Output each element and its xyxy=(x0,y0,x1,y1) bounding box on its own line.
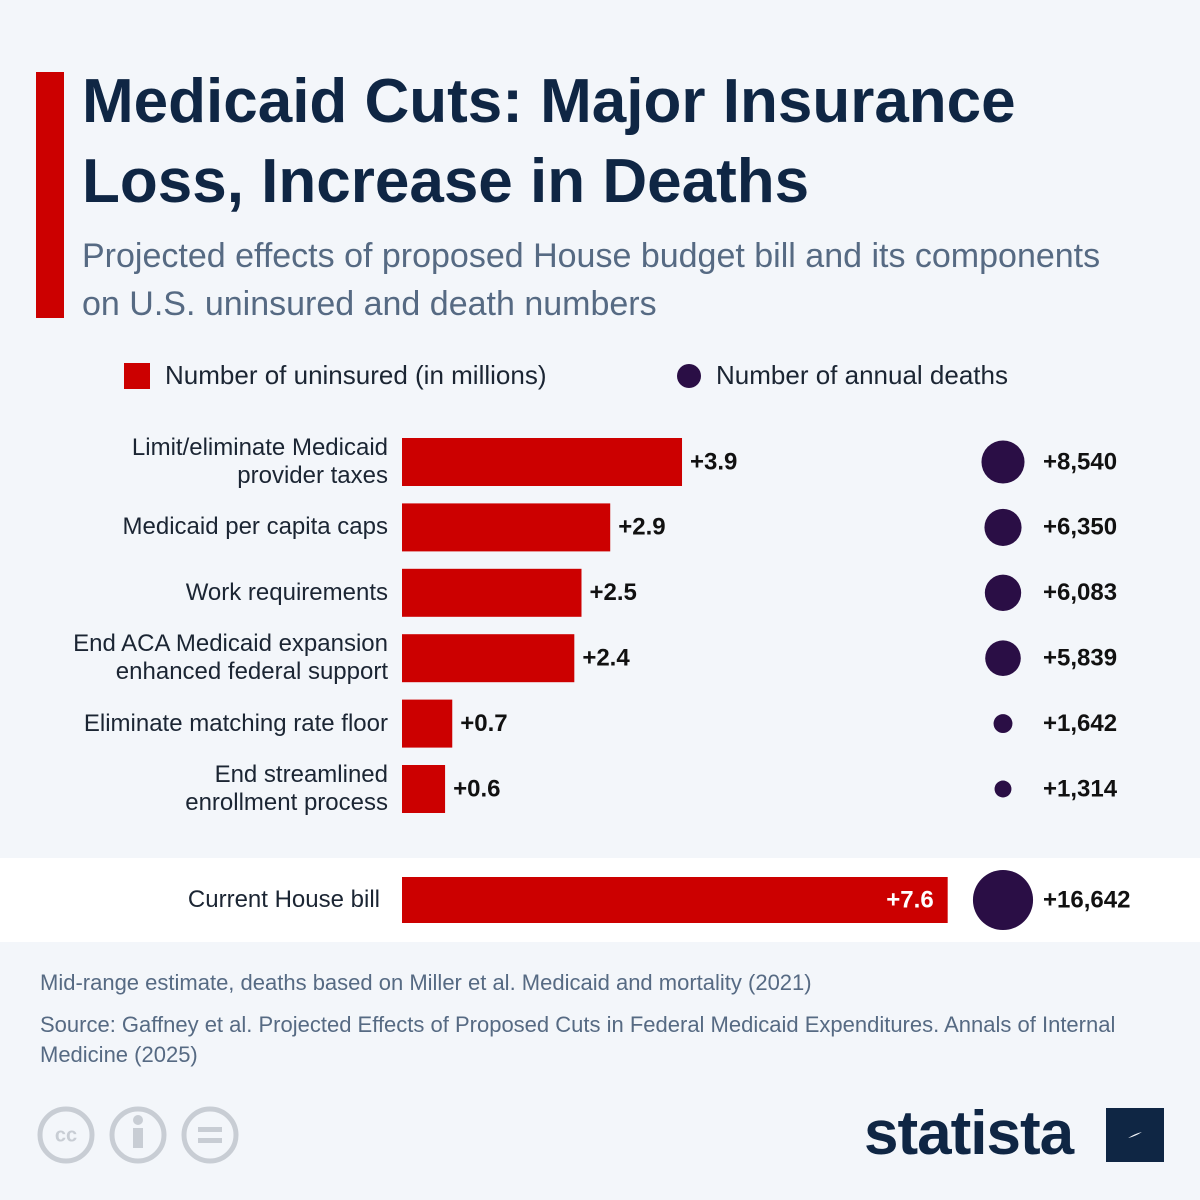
bar xyxy=(402,568,582,617)
brand: statista xyxy=(864,1099,1074,1168)
bar-value-label: +2.5 xyxy=(590,579,637,606)
bar-value-label: +2.4 xyxy=(582,645,630,672)
category-label: End streamlined enrollment process xyxy=(185,761,388,816)
bar xyxy=(402,877,948,923)
subtitle: Projected effects of proposed House budg… xyxy=(82,237,1101,323)
bubble xyxy=(994,780,1012,798)
bubble xyxy=(993,714,1013,734)
bubble-value-label: +1,642 xyxy=(1043,710,1117,737)
note: Mid-range estimate, deaths based on Mill… xyxy=(40,970,812,995)
category-label: Limit/eliminate Medicaid provider taxes xyxy=(131,434,388,489)
bubble xyxy=(985,640,1021,677)
bubble-value-label: +8,540 xyxy=(1043,448,1117,475)
legend-swatch xyxy=(677,364,701,388)
bubble xyxy=(981,440,1025,484)
bar xyxy=(402,438,683,486)
bubble-value-label: +1,314 xyxy=(1043,775,1118,802)
bubble-value-label: +5,839 xyxy=(1043,645,1117,672)
category-label: Eliminate matching rate floor xyxy=(83,709,388,737)
bar-value-label: +0.7 xyxy=(460,710,507,737)
bubble xyxy=(984,508,1022,546)
category-label: Medicaid per capita caps xyxy=(122,513,388,541)
bar-value-label: +3.9 xyxy=(690,448,737,475)
title: Medicaid Cuts: Major Insurance Loss, Inc… xyxy=(82,67,1016,216)
category-label: Current House bill xyxy=(187,886,380,913)
bar-value-label: +2.9 xyxy=(618,514,665,541)
bar xyxy=(402,634,575,683)
bubble-value-label: +6,350 xyxy=(1043,514,1117,541)
legend-label: Number of annual deaths xyxy=(716,360,1008,390)
category-label: Work requirements xyxy=(185,578,388,606)
license-icons xyxy=(37,1106,239,1164)
bubble xyxy=(984,574,1022,611)
bar-value-label: +7.6 xyxy=(886,886,933,913)
bar-value-label: +0.6 xyxy=(453,775,500,802)
bar xyxy=(402,699,453,748)
source: Source: Gaffney et al. Projected Effects… xyxy=(40,1012,1116,1067)
bar xyxy=(402,503,611,552)
bar xyxy=(402,765,446,813)
accent-bar xyxy=(36,72,64,318)
legend-swatch xyxy=(124,363,150,389)
license-glyphs xyxy=(133,1115,222,1148)
bubble-value-label: +16,642 xyxy=(1043,886,1130,913)
brand-icon xyxy=(1106,1108,1164,1162)
category-label: End ACA Medicaid expansion enhanced fede… xyxy=(73,630,388,686)
legend-label: Number of uninsured (in millions) xyxy=(165,360,547,390)
bubble xyxy=(972,869,1034,931)
cc-glyph: cc xyxy=(55,1124,77,1146)
bubble-value-label: +6,083 xyxy=(1043,579,1117,606)
